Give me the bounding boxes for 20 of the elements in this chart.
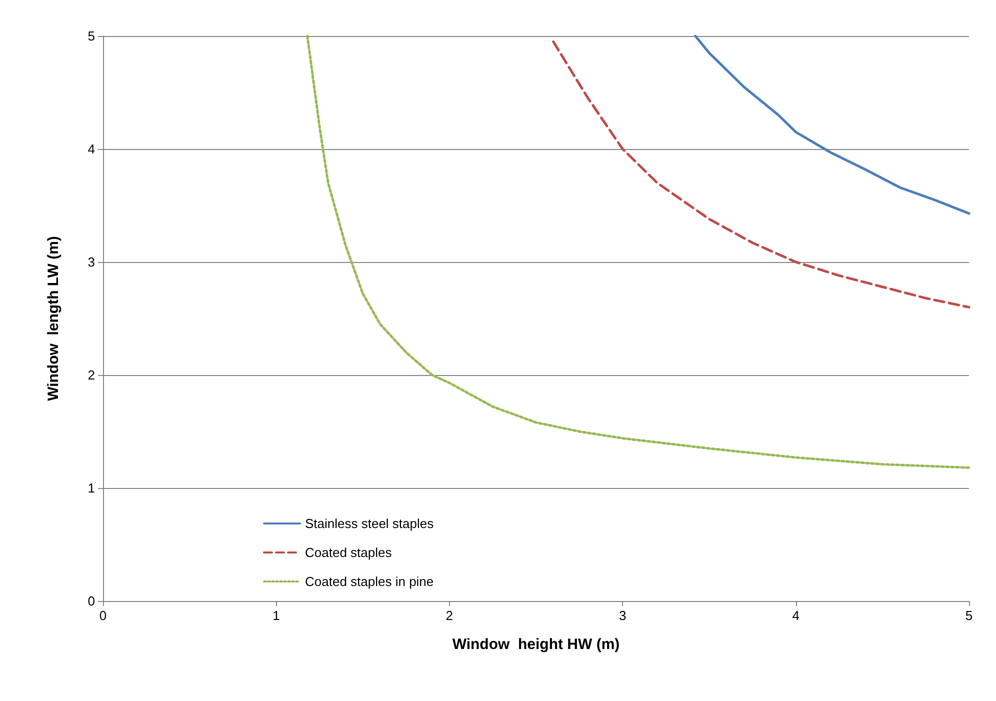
- y-tick-label: 5: [88, 28, 95, 44]
- x-tick-label: 3: [618, 608, 626, 623]
- y-tick-label: 2: [88, 368, 95, 382]
- x-tick-label: 0: [99, 608, 107, 623]
- x-tick-label: 1: [272, 608, 280, 623]
- y-tick-label: 3: [88, 254, 95, 270]
- legend-label: Coated staples in pine: [305, 574, 434, 589]
- x-tick-label: 4: [792, 608, 800, 623]
- legend-label: Coated staples: [305, 545, 392, 560]
- x-axis-title: Window height HW (m): [452, 636, 620, 653]
- line-series: [306, 34, 970, 469]
- y-tick-label: 0: [88, 594, 95, 608]
- legend-label: Stainless steel staples: [305, 516, 434, 531]
- x-tick-label: 2: [446, 608, 454, 623]
- line-series: [552, 40, 970, 308]
- y-tick-label: 4: [88, 142, 95, 156]
- y-tick-label: 1: [88, 480, 95, 496]
- x-tick-label: 5: [965, 608, 973, 623]
- y-axis-title: Window length LW (m): [45, 236, 62, 401]
- line-series: [694, 34, 970, 215]
